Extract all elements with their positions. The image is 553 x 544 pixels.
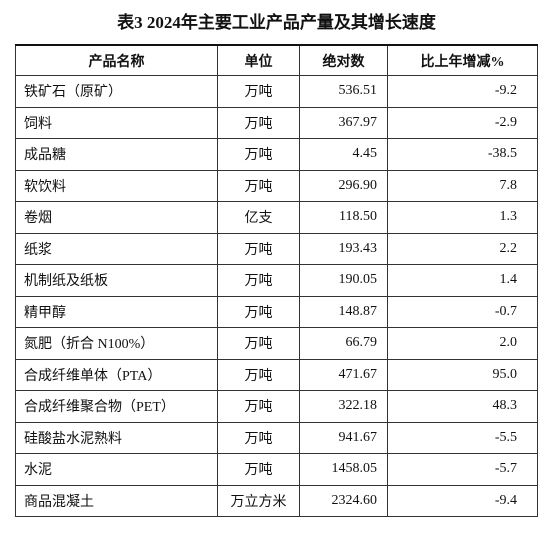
table-cell: 硅酸盐水泥熟料 [15,421,218,454]
table-cell: 536.51 [299,75,388,108]
table-row: 氮肥（折合 N100%） 万吨 66.79 2.0 [15,327,538,360]
table-row: 成品糖 万吨 4.45 -38.5 [15,138,538,171]
table-cell: 万吨 [217,138,300,171]
table-row: 合成纤维聚合物（PET） 万吨 322.18 48.3 [15,390,538,423]
table-cell: 941.67 [299,421,388,454]
table-cell: 万吨 [217,295,300,328]
table-cell: 2.0 [387,327,538,360]
table-cell: 7.8 [387,169,538,202]
table-cell: -9.2 [387,75,538,108]
table-cell: 机制纸及纸板 [15,264,218,297]
table-cell: -9.4 [387,484,538,517]
table-cell: 万吨 [217,169,300,202]
table-row: 饲料 万吨 367.97 -2.9 [15,106,538,139]
table-cell: -5.5 [387,421,538,454]
table-cell: 95.0 [387,358,538,391]
table-row: 精甲醇 万吨 148.87 -0.7 [15,295,538,328]
table-header: 产品名称 单位 绝对数 比上年增减% [15,44,538,76]
table-cell: 148.87 [299,295,388,328]
table-title: 表3 2024年主要工业产品产量及其增长速度 [117,13,436,32]
table-cell: 万吨 [217,421,300,454]
table-cell: 饲料 [15,106,218,139]
table-cell: 氮肥（折合 N100%） [15,327,218,360]
table-cell: 万吨 [217,327,300,360]
header-cell: 比上年增减% [387,44,538,76]
table-row: 商品混凝土 万立方米 2324.60 -9.4 [15,484,538,517]
table-cell: 卷烟 [15,201,218,234]
table-cell: 1.3 [387,201,538,234]
table-cell: 合成纤维聚合物（PET） [15,390,218,423]
header-cell: 产品名称 [15,44,218,76]
table-cell: 322.18 [299,390,388,423]
table-cell: 精甲醇 [15,295,218,328]
table-cell: 成品糖 [15,138,218,171]
table-cell: 66.79 [299,327,388,360]
table-row: 纸浆 万吨 193.43 2.2 [15,232,538,265]
table-cell: 亿支 [217,201,300,234]
table-cell: 万吨 [217,390,300,423]
table-cell: 纸浆 [15,232,218,265]
table-cell: 1458.05 [299,453,388,486]
table-cell: 万立方米 [217,484,300,517]
table-row: 水泥 万吨 1458.05 -5.7 [15,453,538,486]
table-cell: 万吨 [217,453,300,486]
table-row: 软饮料 万吨 296.90 7.8 [15,169,538,202]
table-cell: 296.90 [299,169,388,202]
table-row: 合成纤维单体（PTA） 万吨 471.67 95.0 [15,358,538,391]
table-row: 机制纸及纸板 万吨 190.05 1.4 [15,264,538,297]
table-cell: 1.4 [387,264,538,297]
table-cell: 48.3 [387,390,538,423]
table-cell: 2.2 [387,232,538,265]
table-cell: -2.9 [387,106,538,139]
table-cell: 193.43 [299,232,388,265]
header-cell: 绝对数 [299,44,388,76]
table-row: 卷烟 亿支 118.50 1.3 [15,201,538,234]
data-table: 产品名称 单位 绝对数 比上年增减% 铁矿石（原矿） 万吨 536.51 -9.2 饲料 万吨 3… [15,44,538,517]
table-cell: 水泥 [15,453,218,486]
table-cell: 软饮料 [15,169,218,202]
table-cell: 商品混凝土 [15,484,218,517]
table-cell: 合成纤维单体（PTA） [15,358,218,391]
table-cell: 367.97 [299,106,388,139]
table-cell: 118.50 [299,201,388,234]
header-row: 产品名称 单位 绝对数 比上年增减% [15,44,538,76]
table-cell: 万吨 [217,264,300,297]
table-cell: -0.7 [387,295,538,328]
table-row: 铁矿石（原矿） 万吨 536.51 -9.2 [15,75,538,108]
table-cell: 2324.60 [299,484,388,517]
table-cell: -38.5 [387,138,538,171]
table-cell: 4.45 [299,138,388,171]
table-cell: 471.67 [299,358,388,391]
table-cell: 万吨 [217,106,300,139]
table-cell: -5.7 [387,453,538,486]
table-cell: 铁矿石（原矿） [15,75,218,108]
table-cell: 万吨 [217,75,300,108]
table-body: 铁矿石（原矿） 万吨 536.51 -9.2 饲料 万吨 367.97 -2.9 成品糖 万吨 4.… [15,75,538,517]
header-cell: 单位 [217,44,300,76]
table-cell: 190.05 [299,264,388,297]
table-cell: 万吨 [217,358,300,391]
table-row: 硅酸盐水泥熟料 万吨 941.67 -5.5 [15,421,538,454]
table-cell: 万吨 [217,232,300,265]
